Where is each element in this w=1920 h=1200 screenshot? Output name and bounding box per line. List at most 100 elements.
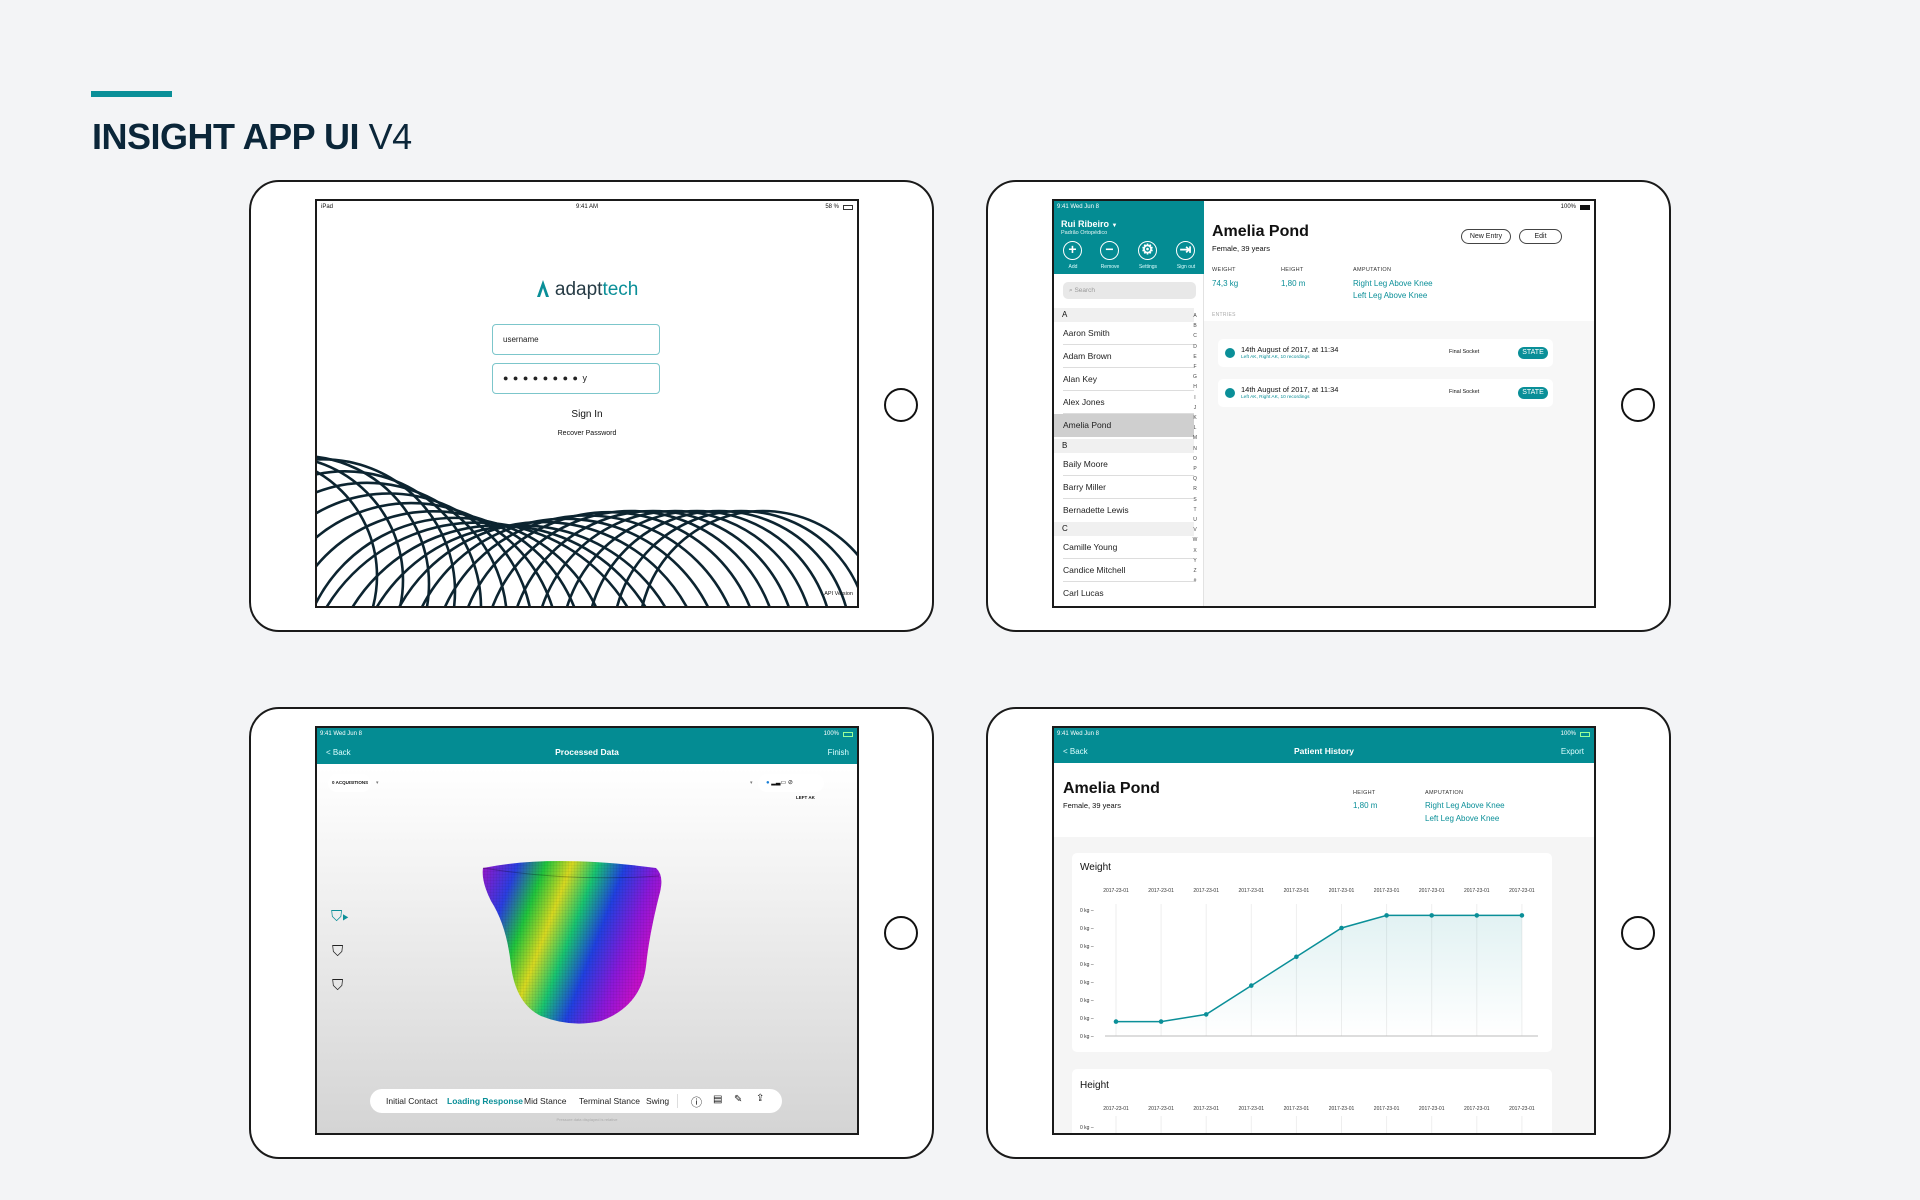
gear-icon[interactable]: ⚙ [1138,241,1157,260]
back-button[interactable]: < Back [1063,747,1088,756]
share-icon[interactable]: ⇪ [756,1093,765,1104]
index-letter[interactable]: K [1193,415,1197,421]
index-letter[interactable]: L [1193,425,1197,432]
patient-list-item[interactable]: Adam Brown [1054,345,1194,368]
phase-terminal-stance[interactable]: Terminal Stance [579,1096,640,1106]
data-point[interactable] [1429,913,1434,918]
state-badge[interactable]: STATE [1518,387,1548,399]
divider [1063,475,1194,476]
data-point[interactable] [1519,913,1525,918]
index-letter[interactable]: B [1193,323,1197,330]
logo-text: adapt [554,279,603,300]
index-letter[interactable]: R [1193,486,1197,493]
entry-status-dot [1225,388,1235,398]
sensor-status-pill[interactable]: ● ▂▃▭ ⊘ [758,774,824,792]
chevron-down-icon: ▼ [1111,223,1118,229]
index-letter[interactable]: U [1193,517,1197,523]
data-point[interactable] [1384,913,1389,918]
user-menu[interactable]: Rui Ribeiro ▼ [1061,219,1117,229]
back-button[interactable]: < Back [326,748,351,757]
weight-value: 74,3 kg [1212,279,1239,288]
index-letter[interactable]: H [1193,384,1197,391]
index-letter[interactable]: I [1194,394,1196,401]
processed-data-screen: 9:41 Wed Jun 8 100% < Back Processed Dat… [315,726,859,1135]
phase-mid-stance[interactable]: Mid Stance [524,1096,567,1106]
index-letter[interactable]: S [1193,496,1197,503]
index-letter[interactable]: E [1193,353,1197,360]
sign-out-icon[interactable]: ⇥ [1176,241,1195,260]
index-letter[interactable]: C [1193,333,1197,340]
patient-list-item[interactable]: Camille Young [1054,536,1194,559]
socket-play-icon[interactable]: ⛉▸ [331,908,350,925]
recover-password-link[interactable]: Recover Password [557,430,617,437]
phase-swing[interactable]: Swing [646,1096,670,1106]
entry-card[interactable]: 14th August of 2017, at 11:34 Left AK, Ri… [1218,339,1553,367]
index-letter[interactable]: F [1193,364,1197,370]
minus-circle-icon[interactable]: − [1100,241,1119,260]
index-letter[interactable]: Q [1193,476,1197,483]
index-letter[interactable]: J [1193,404,1197,411]
document-icon[interactable]: ▤ [713,1094,723,1105]
index-letter[interactable]: O [1193,455,1197,462]
export-button[interactable]: Export [1560,747,1584,756]
home-button[interactable] [884,916,918,950]
index-letter[interactable]: Y [1193,557,1197,564]
sensor-off-icon: ⊘ [787,780,793,786]
data-point[interactable] [1249,983,1254,988]
new-entry-button[interactable]: New Entry [1461,229,1511,244]
divider [677,1094,678,1108]
wave-line [317,458,457,606]
index-letter[interactable]: M [1192,435,1198,442]
ruler-icon[interactable]: ✎ [734,1094,743,1105]
index-letter[interactable]: V [1193,527,1197,534]
index-letter[interactable]: # [1193,578,1197,585]
phase-initial-contact[interactable]: Initial Contact [386,1096,438,1106]
edit-button[interactable]: Edit [1519,229,1562,244]
wave-line [317,481,508,606]
finish-button[interactable]: Finish [827,748,849,757]
patient-list-item[interactable]: Alan Key [1054,368,1194,391]
plus-circle-icon[interactable]: + [1063,241,1082,260]
username-input[interactable]: username [492,324,660,355]
patient-list-item[interactable]: Baily Moore [1054,453,1194,476]
patient-list-item[interactable]: Aaron Smith [1054,322,1194,345]
index-letter[interactable]: A [1193,313,1197,319]
index-letter[interactable]: W [1192,537,1198,544]
data-point[interactable] [1113,1019,1119,1024]
socket-report-icon[interactable]: ⛉ [332,977,344,994]
patient-list-item[interactable]: Alex Jones [1054,391,1194,414]
index-letter[interactable]: N [1193,445,1197,452]
sign-in-button[interactable]: Sign In [571,409,603,420]
patient-list-item[interactable]: Barry Miller [1054,476,1194,499]
data-point[interactable] [1158,1019,1164,1024]
chevron-down-icon[interactable]: ▾ [750,780,753,786]
index-letter[interactable]: P [1193,466,1197,472]
acquisitions-dropdown[interactable]: 0 ACQUISITIONS [328,774,371,792]
height-value: 1,80 m [1353,801,1378,810]
index-letter[interactable]: Z [1193,568,1197,574]
patient-list-item[interactable]: Carl Lucas [1054,582,1194,605]
data-point[interactable] [1294,954,1299,960]
search-input[interactable]: ⌕ Search [1063,282,1196,299]
data-point[interactable] [1203,1012,1209,1017]
home-button[interactable] [1621,916,1655,950]
socket-3d-model[interactable] [481,856,665,1026]
data-point[interactable] [1474,913,1480,918]
patient-list-item[interactable]: Bernadette Lewis [1054,499,1194,522]
index-letter[interactable]: T [1193,506,1197,513]
patient-list-item[interactable]: Candice Mitchell [1054,559,1194,582]
password-input[interactable]: ● ● ● ● ● ● ● ● y [492,363,660,394]
info-icon[interactable]: ⓘ [691,1097,702,1109]
socket-pressure-icon[interactable]: ⛉ [332,943,344,960]
phase-loading-response[interactable]: Loading Response [447,1096,524,1106]
index-letter[interactable]: X [1193,547,1197,554]
chevron-down-icon[interactable]: ▾ [376,780,379,786]
entry-card[interactable]: 14th August of 2017, at 11:34 Left AK, Ri… [1218,379,1553,407]
home-button[interactable] [884,388,918,422]
data-point[interactable] [1339,925,1344,931]
index-letter[interactable]: G [1193,374,1197,381]
index-letter[interactable]: D [1193,343,1197,350]
patient-list-item[interactable]: Amelia Pond [1054,414,1194,437]
home-button[interactable] [1621,388,1655,422]
state-badge[interactable]: STATE [1518,347,1548,359]
